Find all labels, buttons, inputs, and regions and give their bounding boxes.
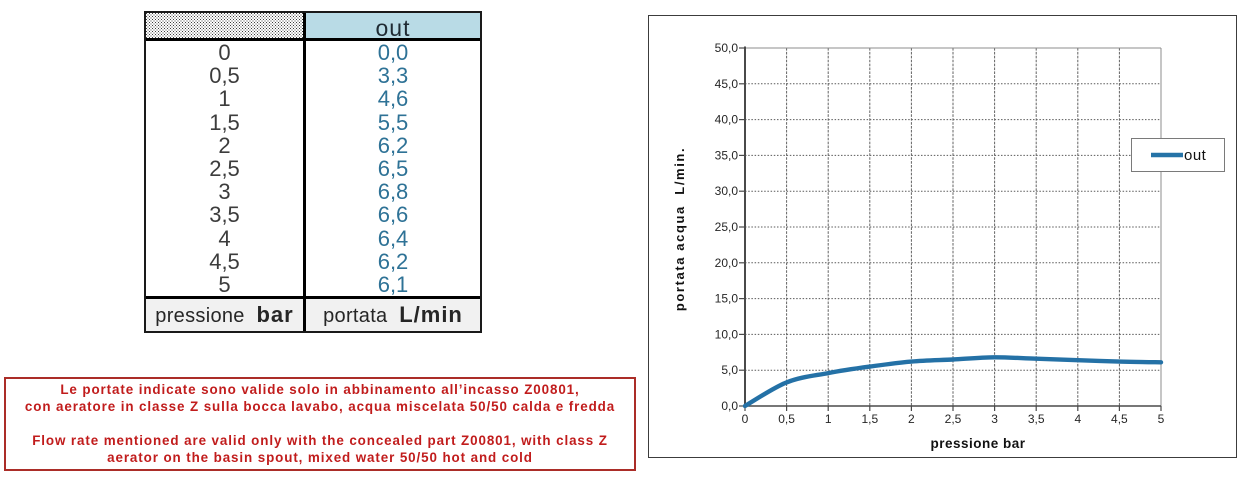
svg-text:portata acqua L/min.: portata acqua L/min. — [672, 147, 687, 311]
svg-text:0,5: 0,5 — [778, 412, 795, 426]
svg-text:2,5: 2,5 — [945, 412, 962, 426]
svg-text:5,0: 5,0 — [721, 363, 738, 377]
svg-text:1: 1 — [825, 412, 832, 426]
svg-text:out: out — [1184, 147, 1207, 164]
svg-text:50,0: 50,0 — [715, 41, 739, 55]
svg-text:3,5: 3,5 — [1028, 412, 1045, 426]
svg-text:5: 5 — [1158, 412, 1165, 426]
svg-text:35,0: 35,0 — [715, 148, 739, 162]
svg-text:10,0: 10,0 — [715, 327, 739, 341]
svg-text:pressione bar: pressione bar — [930, 436, 1025, 451]
svg-text:2: 2 — [908, 412, 915, 426]
svg-text:4: 4 — [1074, 412, 1081, 426]
svg-text:40,0: 40,0 — [715, 113, 739, 127]
svg-text:4,5: 4,5 — [1111, 412, 1128, 426]
svg-text:15,0: 15,0 — [715, 292, 739, 306]
svg-text:30,0: 30,0 — [715, 184, 739, 198]
svg-text:0: 0 — [742, 412, 749, 426]
svg-text:0,0: 0,0 — [721, 399, 738, 413]
svg-text:25,0: 25,0 — [715, 220, 739, 234]
svg-text:20,0: 20,0 — [715, 256, 739, 270]
svg-text:3: 3 — [991, 412, 998, 426]
svg-text:1,5: 1,5 — [861, 412, 878, 426]
svg-text:45,0: 45,0 — [715, 77, 739, 91]
